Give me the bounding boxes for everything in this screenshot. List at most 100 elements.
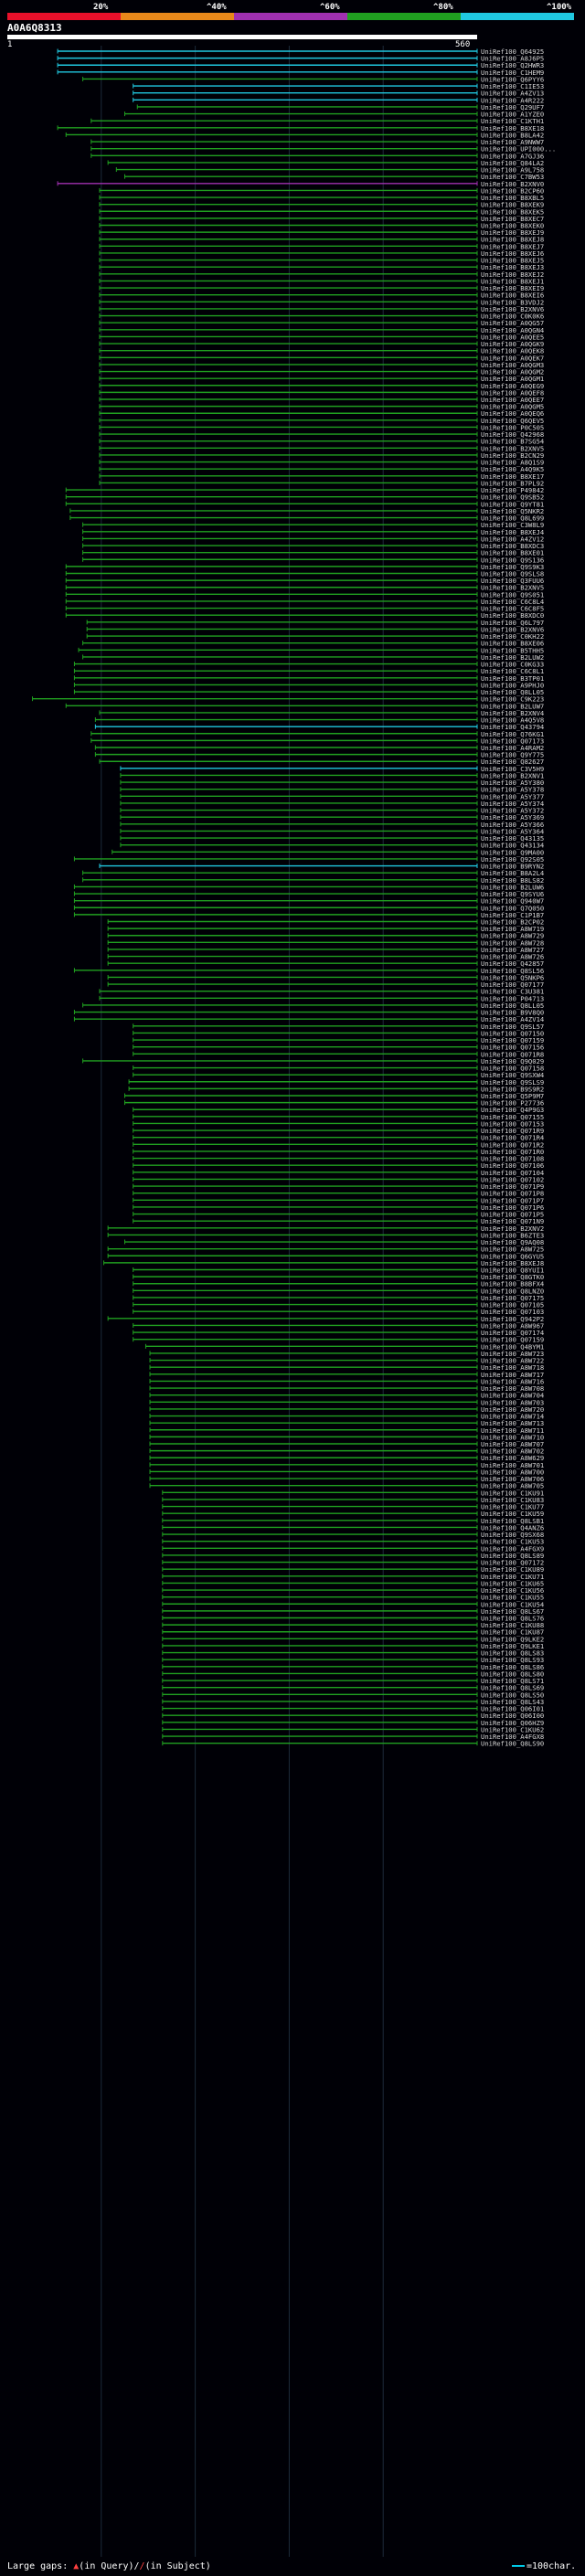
hit-row[interactable]: UniRef100_A0QGM3: [99, 361, 544, 369]
hit-row[interactable]: UniRef100_Q9SB52: [65, 493, 544, 502]
hit-row[interactable]: UniRef100_Q9S136: [82, 556, 545, 564]
hit-label[interactable]: UniRef100_B6ZTE3: [481, 1231, 544, 1239]
hit-label[interactable]: UniRef100_B8XEJ7: [481, 242, 544, 250]
hit-label[interactable]: UniRef100_A0QEQ6: [481, 409, 544, 418]
hit-row[interactable]: UniRef100_Q8LS89: [162, 1552, 544, 1560]
hit-row[interactable]: UniRef100_Q942P2: [107, 1315, 544, 1323]
hit-row[interactable]: UniRef100_Q2HWR3: [57, 61, 544, 69]
hit-label[interactable]: UniRef100_Q07173: [481, 737, 544, 745]
hit-row[interactable]: UniRef100_B8XEJ8: [99, 236, 544, 244]
hit-label[interactable]: UniRef100_Q940W7: [481, 897, 544, 906]
hit-label[interactable]: UniRef100_B2LUW6: [481, 883, 544, 891]
hit-row[interactable]: UniRef100_Q8LS43: [162, 1698, 544, 1706]
hit-label[interactable]: UniRef100_Q07159: [481, 1336, 544, 1344]
hit-row[interactable]: UniRef100_A4FGX9: [162, 1544, 544, 1553]
hit-row[interactable]: UniRef100_Q071R8: [133, 1050, 545, 1058]
hit-row[interactable]: UniRef100_A5Y364: [120, 827, 544, 835]
hit-label[interactable]: UniRef100_Q07104: [481, 1169, 544, 1177]
hit-row[interactable]: UniRef100_B8XEK5: [99, 207, 544, 216]
hit-row[interactable]: UniRef100_A8W703: [149, 1398, 544, 1406]
hit-label[interactable]: UniRef100_C1KU91: [481, 1489, 544, 1497]
hit-label[interactable]: UniRef100_B8XEJ4: [481, 528, 544, 536]
hit-label[interactable]: UniRef100_Q76KG1: [481, 730, 544, 738]
hit-row[interactable]: UniRef100_B8LA42: [65, 131, 544, 139]
hit-row[interactable]: UniRef100_A4ZV14: [73, 1015, 544, 1023]
hit-row[interactable]: UniRef100_B8XEJ6: [99, 249, 544, 258]
hit-row[interactable]: UniRef100_Q071P5: [133, 1211, 545, 1219]
hit-label[interactable]: UniRef100_Q071R4: [481, 1134, 544, 1142]
hit-label[interactable]: UniRef100_A4Q9K5: [481, 465, 544, 473]
hit-label[interactable]: UniRef100_B8XEJ9: [481, 228, 544, 237]
hit-row[interactable]: UniRef100_Q071P7: [133, 1196, 545, 1204]
hit-row[interactable]: UniRef100_A8W707: [149, 1440, 544, 1448]
hit-label[interactable]: UniRef100_A9L758: [481, 166, 544, 175]
hit-row[interactable]: UniRef100_Q071N9: [133, 1217, 545, 1225]
hit-row[interactable]: UniRef100_P0C505: [99, 423, 544, 431]
hit-label[interactable]: UniRef100_Q8YUI1: [481, 1267, 544, 1275]
hit-label[interactable]: UniRef100_Q07174: [481, 1329, 544, 1337]
hit-label[interactable]: UniRef100_Q8LSB1: [481, 1517, 544, 1525]
hit-row[interactable]: UniRef100_Q43794: [94, 723, 544, 731]
hit-label[interactable]: UniRef100_Q84LA2: [481, 159, 544, 167]
hit-label[interactable]: UniRef100_Q07158: [481, 1065, 544, 1073]
hit-row[interactable]: UniRef100_A8W727: [107, 946, 544, 954]
hit-row[interactable]: UniRef100_A0QGM2: [99, 368, 544, 376]
hit-row[interactable]: UniRef100_Q8LL05: [82, 1002, 545, 1010]
hit-row[interactable]: UniRef100_Q07177: [107, 981, 544, 989]
hit-label[interactable]: UniRef100_Q071N9: [481, 1217, 544, 1225]
hit-label[interactable]: UniRef100_Q071R9: [481, 1127, 544, 1135]
hit-label[interactable]: UniRef100_Q4P9G3: [481, 1106, 544, 1114]
hit-row[interactable]: UniRef100_A8W716: [149, 1377, 544, 1385]
hit-label[interactable]: UniRef100_Q6PYY6: [481, 75, 544, 83]
hit-row[interactable]: UniRef100_Q07104: [133, 1169, 545, 1177]
hit-label[interactable]: UniRef100_C3U381: [481, 988, 544, 996]
hit-row[interactable]: UniRef100_Q07159: [133, 1036, 545, 1044]
hit-label[interactable]: UniRef100_B2XNV5: [481, 444, 544, 452]
hit-row[interactable]: UniRef100_A0QGM5: [99, 403, 544, 411]
hit-label[interactable]: UniRef100_A5Y372: [481, 807, 544, 815]
hit-row[interactable]: UniRef100_A8W729: [107, 932, 544, 940]
hit-row[interactable]: UniRef100_A0QEK7: [99, 354, 544, 362]
hit-row[interactable]: UniRef100_Q7Q050: [73, 904, 544, 912]
hit-label[interactable]: UniRef100_A0QEF8: [481, 388, 544, 397]
hit-row[interactable]: UniRef100_Q9SLS9: [128, 1078, 544, 1087]
hit-label[interactable]: UniRef100_C1IE53: [481, 82, 544, 90]
hit-label[interactable]: UniRef100_B3TP01: [481, 674, 544, 683]
hit-row[interactable]: UniRef100_Q6PYY6: [82, 75, 545, 83]
hit-label[interactable]: UniRef100_Q9SXW4: [481, 1071, 544, 1079]
hit-row[interactable]: UniRef100_Q9SXW4: [133, 1071, 545, 1079]
hit-label[interactable]: UniRef100_A7GJ36: [481, 152, 544, 160]
hit-row[interactable]: UniRef100_Q8YUI1: [133, 1267, 545, 1275]
hit-label[interactable]: UniRef100_UPI000...: [481, 145, 556, 154]
hit-row[interactable]: UniRef100_Q9S9K3: [65, 563, 544, 571]
hit-label[interactable]: UniRef100_Q8LS83: [481, 1649, 544, 1658]
hit-row[interactable]: UniRef100_P27736: [124, 1099, 545, 1108]
hit-row[interactable]: UniRef100_B8LS82: [82, 876, 545, 885]
hit-row[interactable]: UniRef100_Q07106: [133, 1161, 545, 1170]
hit-row[interactable]: UniRef100_A8J6P5: [57, 55, 544, 63]
hit-row[interactable]: UniRef100_Q29UF7: [136, 103, 544, 111]
hit-row[interactable]: UniRef100_A8W629: [149, 1454, 544, 1462]
hit-label[interactable]: UniRef100_Q9Q029: [481, 1057, 544, 1065]
hit-row[interactable]: UniRef100_Q071R2: [133, 1140, 545, 1149]
hit-label[interactable]: UniRef100_Q071P6: [481, 1203, 544, 1212]
hit-row[interactable]: UniRef100_A4Q5V8: [94, 716, 544, 725]
hit-row[interactable]: UniRef100_Q8LSB1: [162, 1517, 544, 1525]
hit-label[interactable]: UniRef100_B2LUW2: [481, 653, 544, 662]
hit-row[interactable]: UniRef100_B8XEI6: [99, 292, 544, 300]
hit-row[interactable]: UniRef100_Q64925: [57, 48, 544, 56]
hit-label[interactable]: UniRef100_Q8LS69: [481, 1684, 544, 1692]
hit-row[interactable]: UniRef100_C6C8L4: [65, 598, 544, 606]
hit-row[interactable]: UniRef100_B8XE18: [57, 124, 544, 133]
hit-label[interactable]: UniRef100_B8XEJ3: [481, 263, 544, 271]
hit-label[interactable]: UniRef100_B2XNV1: [481, 771, 544, 779]
hit-label[interactable]: UniRef100_A5Y366: [481, 821, 544, 829]
hit-row[interactable]: UniRef100_Q8LS80: [162, 1670, 544, 1678]
hit-label[interactable]: UniRef100_C6C8L4: [481, 598, 544, 606]
hit-row[interactable]: UniRef100_A9NWW7: [90, 138, 544, 146]
hit-row[interactable]: UniRef100_Q07158: [133, 1065, 545, 1073]
hit-label[interactable]: UniRef100_B8XEJ6: [481, 249, 544, 258]
hit-row[interactable]: UniRef100_Q9Y775: [94, 751, 544, 759]
hit-row[interactable]: UniRef100_C0KH22: [86, 632, 544, 641]
hit-label[interactable]: UniRef100_Q8L699: [481, 514, 544, 523]
